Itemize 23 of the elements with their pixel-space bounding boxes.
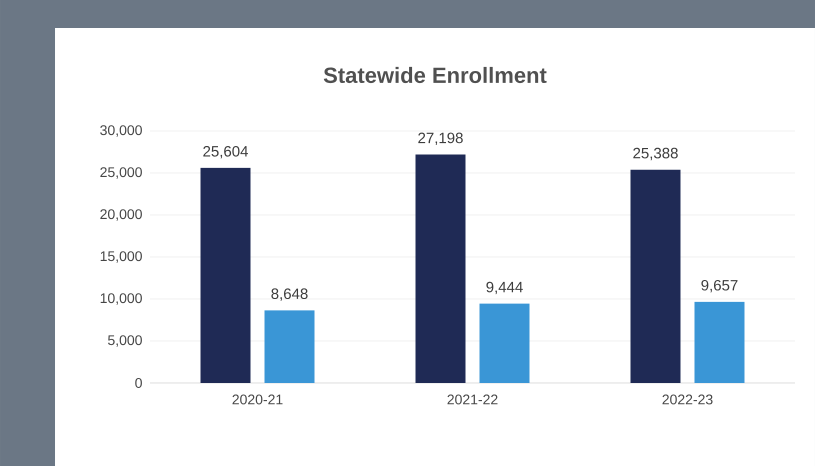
text: 25,388 — [633, 148, 678, 160]
y-tick-label: 20,000 — [100, 209, 142, 221]
text: 25,604 — [203, 146, 248, 158]
text: 8,648 — [271, 288, 308, 301]
bar — [630, 170, 680, 383]
bar — [416, 154, 466, 383]
y-tick-label: 25,000 — [100, 167, 142, 179]
bar — [200, 168, 251, 383]
y-tick-label: 5,000 — [108, 335, 142, 347]
y-tick-label: 30,000 — [100, 125, 142, 137]
y-tick-label: 0 — [135, 378, 142, 388]
bar — [480, 304, 530, 383]
y-tick-label: 10,000 — [100, 293, 142, 305]
bar — [694, 302, 744, 383]
x-tick-label: 2020-21 — [232, 394, 282, 404]
bar — [264, 310, 315, 383]
x-tick-label: 2021-22 — [448, 394, 498, 404]
x-tick-label: 2022-23 — [662, 394, 713, 404]
text: 27,198 — [418, 132, 463, 145]
y-tick-label: 15,000 — [100, 251, 142, 263]
text: 9,657 — [701, 280, 738, 292]
chart-title: Statewide Enrollment — [324, 66, 547, 84]
text: 9,444 — [486, 282, 523, 294]
